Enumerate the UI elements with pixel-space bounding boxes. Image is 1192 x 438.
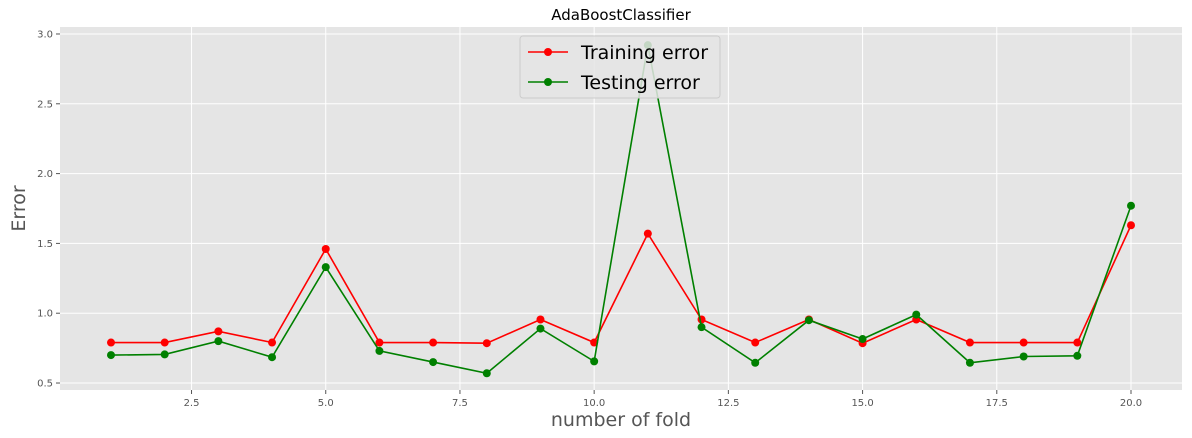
y-tick-label: 2.5 bbox=[37, 99, 53, 110]
data-point-training bbox=[751, 338, 760, 347]
data-point-testing bbox=[107, 351, 115, 360]
data-point-training bbox=[214, 327, 223, 336]
data-point-training bbox=[482, 339, 491, 348]
series-line-testing bbox=[110, 45, 1132, 375]
data-point-testing bbox=[1127, 201, 1135, 210]
y-tick-label: 1.0 bbox=[37, 309, 53, 320]
grid bbox=[60, 27, 1182, 390]
data-point-testing bbox=[536, 324, 545, 333]
legend: Training error Testing error bbox=[519, 35, 721, 99]
data-point-testing bbox=[214, 337, 223, 346]
data-point-training bbox=[375, 338, 384, 347]
data-point-training bbox=[590, 338, 599, 347]
legend-marker-testing bbox=[544, 78, 552, 86]
data-point-testing bbox=[268, 353, 277, 362]
data-point-testing bbox=[804, 316, 813, 325]
y-tick-label: 3.0 bbox=[37, 29, 53, 40]
data-point-training bbox=[268, 338, 277, 347]
chart-title: AdaBoostClassifier bbox=[551, 6, 691, 24]
x-tick-label: 12.5 bbox=[717, 398, 739, 409]
x-tick-label: 15.0 bbox=[851, 398, 873, 409]
y-tick-label: 0.5 bbox=[37, 379, 53, 390]
data-point-training bbox=[965, 338, 974, 347]
data-point-testing bbox=[858, 335, 867, 344]
legend-label-training: Training error bbox=[580, 42, 708, 64]
data-point-testing bbox=[429, 358, 438, 367]
x-tick-label: 17.5 bbox=[986, 398, 1008, 409]
data-point-training bbox=[107, 338, 115, 347]
data-point-testing bbox=[697, 323, 706, 332]
data-point-testing bbox=[482, 369, 491, 378]
x-axis-label: number of fold bbox=[551, 409, 691, 431]
data-point-training bbox=[1019, 338, 1028, 347]
data-point-testing bbox=[965, 358, 974, 367]
data-point-training bbox=[160, 338, 169, 347]
x-tick-label: 10.0 bbox=[583, 398, 605, 409]
data-point-training bbox=[1073, 338, 1082, 347]
data-point-training bbox=[643, 229, 652, 238]
y-tick-label: 2.0 bbox=[37, 169, 53, 180]
data-point-testing bbox=[590, 357, 599, 366]
data-point-testing bbox=[1073, 351, 1082, 360]
data-point-training bbox=[536, 315, 545, 324]
data-point-testing bbox=[1019, 352, 1028, 361]
axis-ticks: 2.5 5.0 7.5 10.0 12.5 15.0 17.5 20.0 0.5 1.0 1.5 2.… bbox=[37, 29, 1142, 409]
legend-marker-training bbox=[544, 48, 552, 56]
data-point-training bbox=[321, 244, 330, 253]
data-point-testing bbox=[160, 350, 169, 359]
data-point-training bbox=[1127, 221, 1135, 230]
series-line-training bbox=[111, 224, 1132, 345]
x-tick-label: 5.0 bbox=[318, 398, 334, 409]
legend-box bbox=[519, 35, 721, 99]
y-axis-label: Error bbox=[8, 185, 30, 232]
y-tick-label: 1.5 bbox=[37, 239, 53, 250]
x-tick-label: 20.0 bbox=[1120, 398, 1142, 409]
data-point-training bbox=[429, 338, 438, 347]
data-point-testing bbox=[321, 263, 330, 272]
legend-label-testing: Testing error bbox=[580, 72, 700, 94]
data-point-testing bbox=[751, 358, 760, 367]
data-point-testing bbox=[912, 310, 921, 319]
x-tick-label: 7.5 bbox=[452, 398, 468, 409]
series-layer bbox=[107, 41, 1135, 378]
data-point-testing bbox=[375, 346, 384, 355]
x-tick-label: 2.5 bbox=[184, 398, 200, 409]
